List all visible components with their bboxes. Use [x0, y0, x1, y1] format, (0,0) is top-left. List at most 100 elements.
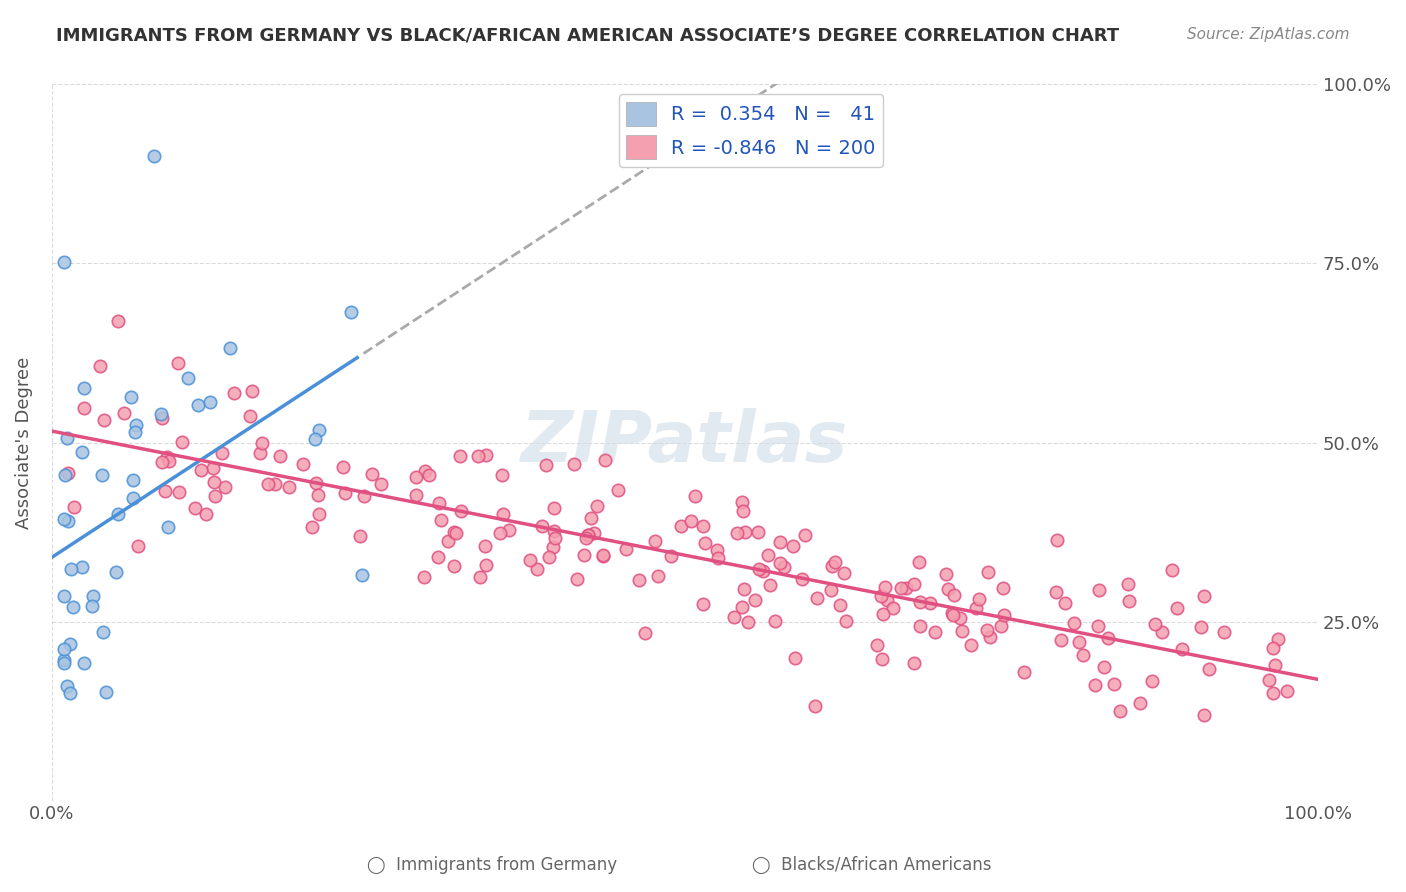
Point	[73, 401, 96, 415]
Point	[1069, 635, 1091, 649]
Point	[908, 595, 931, 609]
Text: ◯  Immigrants from Germany: ◯ Immigrants from Germany	[367, 856, 617, 874]
Point	[304, 432, 326, 446]
Point	[647, 568, 669, 582]
Point	[177, 371, 200, 385]
Point	[491, 467, 513, 482]
Point	[1171, 641, 1194, 656]
Point	[242, 384, 264, 398]
Point	[204, 489, 226, 503]
Point	[307, 488, 329, 502]
Point	[195, 507, 218, 521]
Point	[834, 614, 856, 628]
Point	[990, 619, 1012, 633]
Point	[519, 552, 541, 566]
Point	[170, 435, 193, 450]
Point	[333, 485, 356, 500]
Point	[544, 531, 567, 545]
Point	[903, 656, 925, 670]
Point	[62, 599, 84, 614]
Point	[526, 562, 548, 576]
Point	[1192, 707, 1215, 722]
Point	[1267, 632, 1289, 647]
Point	[1192, 590, 1215, 604]
Point	[444, 526, 467, 541]
Point	[543, 540, 565, 554]
Point	[537, 549, 560, 564]
Point	[806, 591, 828, 606]
Point	[53, 589, 76, 603]
Point	[349, 529, 371, 543]
Point	[73, 657, 96, 671]
Legend: R =  0.354   N =   41, R = -0.846   N = 200: R = 0.354 N = 41, R = -0.846 N = 200	[619, 95, 883, 167]
Point	[1084, 677, 1107, 691]
Point	[965, 600, 987, 615]
Point	[748, 562, 770, 576]
Point	[534, 458, 557, 472]
Point	[1258, 673, 1281, 687]
Point	[941, 607, 963, 621]
Point	[693, 536, 716, 550]
Point	[332, 460, 354, 475]
Point	[443, 525, 465, 540]
Point	[586, 499, 609, 513]
Point	[339, 305, 361, 319]
Point	[1150, 625, 1173, 640]
Point	[124, 425, 146, 439]
Point	[257, 477, 280, 491]
Point	[744, 593, 766, 607]
Point	[595, 452, 617, 467]
Point	[731, 504, 754, 518]
Point	[58, 514, 80, 528]
Point	[731, 599, 754, 614]
Point	[614, 541, 637, 556]
Point	[437, 533, 460, 548]
Point	[576, 528, 599, 542]
Point	[124, 418, 146, 433]
Point	[1144, 617, 1167, 632]
Point	[475, 558, 498, 572]
Point	[531, 518, 554, 533]
Point	[1102, 677, 1125, 691]
Point	[572, 548, 595, 562]
Point	[734, 525, 756, 540]
Point	[1213, 625, 1236, 640]
Point	[943, 588, 966, 602]
Point	[155, 450, 177, 464]
Point	[153, 483, 176, 498]
Point	[1198, 662, 1220, 676]
Point	[353, 489, 375, 503]
Point	[582, 525, 605, 540]
Point	[82, 589, 104, 603]
Point	[1118, 594, 1140, 608]
Point	[112, 406, 135, 420]
Point	[832, 566, 855, 581]
Point	[543, 524, 565, 538]
Point	[121, 473, 143, 487]
Point	[62, 500, 84, 514]
Point	[991, 582, 1014, 596]
Point	[183, 500, 205, 515]
Point	[782, 539, 804, 553]
Point	[224, 386, 246, 401]
Point	[920, 596, 942, 610]
Point	[292, 457, 315, 471]
Point	[1050, 632, 1073, 647]
Point	[450, 504, 472, 518]
Point	[308, 507, 330, 521]
Point	[977, 565, 1000, 579]
Point	[628, 573, 651, 587]
Text: Source: ZipAtlas.com: Source: ZipAtlas.com	[1187, 27, 1350, 42]
Point	[783, 651, 806, 665]
Point	[723, 610, 745, 624]
Point	[942, 608, 965, 623]
Point	[979, 630, 1001, 644]
Point	[219, 341, 242, 355]
Point	[828, 598, 851, 612]
Point	[443, 559, 465, 574]
Point	[430, 513, 453, 527]
Point	[1054, 596, 1077, 610]
Point	[157, 454, 180, 468]
Point	[53, 641, 76, 656]
Point	[1161, 563, 1184, 577]
